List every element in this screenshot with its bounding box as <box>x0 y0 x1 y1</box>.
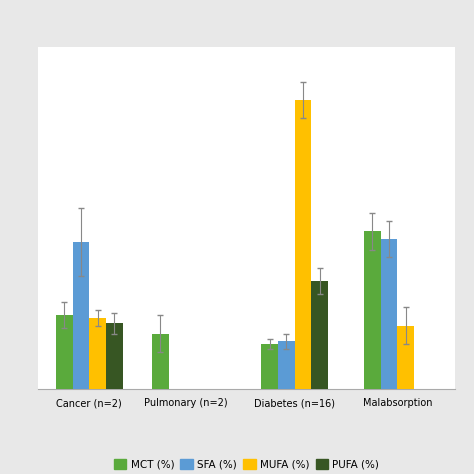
Bar <box>106 323 123 389</box>
Bar <box>278 341 295 389</box>
Bar <box>311 281 328 389</box>
Legend: MCT (%), SFA (%), MUFA (%), PUFA (%): MCT (%), SFA (%), MUFA (%), PUFA (%) <box>109 456 383 474</box>
Bar <box>152 334 169 389</box>
Bar <box>56 315 73 389</box>
Bar <box>89 318 106 389</box>
Bar <box>397 326 414 389</box>
Bar <box>73 242 89 389</box>
Bar <box>364 231 381 389</box>
Bar <box>261 344 278 389</box>
Bar <box>381 239 397 389</box>
Bar <box>295 100 311 389</box>
